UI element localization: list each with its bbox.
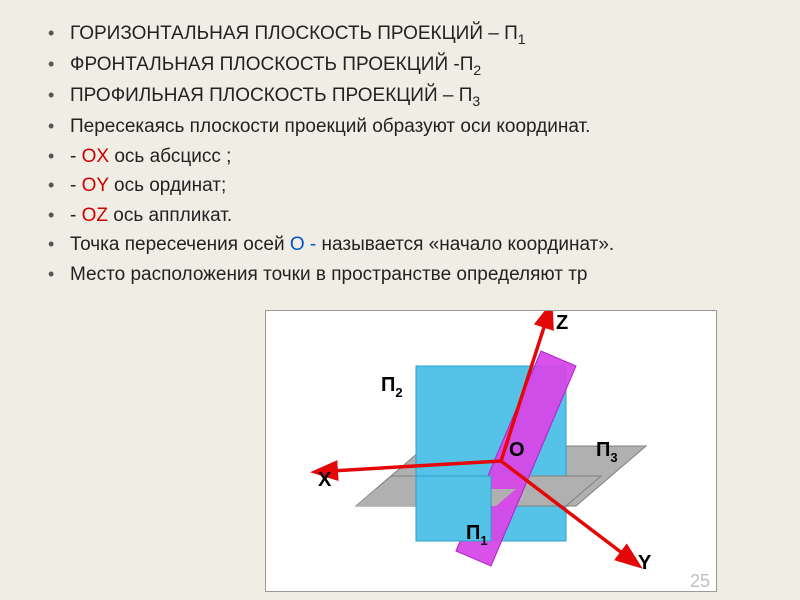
bullet-point-location: Место расположения точки в пространстве … [70, 261, 760, 289]
label-p2: П2 [381, 374, 403, 400]
axis-name: ОX [82, 146, 109, 167]
bullet-oy: - ОY ось ординат; [70, 172, 760, 200]
bullet-horizontal-plane: ГОРИЗОНТАЛЬНАЯ ПЛОСКОСТЬ ПРОЕКЦИЙ – П1 [70, 20, 760, 49]
text: ГОРИЗОНТАЛЬНАЯ ПЛОСКОСТЬ ПРОЕКЦИЙ – П [70, 23, 518, 44]
diagram-svg: Z X Y О П2 П3 П1 [266, 311, 716, 591]
subscript: 3 [472, 93, 480, 109]
bullet-profile-plane: ПРОФИЛЬНАЯ ПЛОСКОСТЬ ПРОЕКЦИЙ – П3 [70, 82, 760, 111]
bullet-frontal-plane: ФРОНТАЛЬНАЯ ПЛОСКОСТЬ ПРОЕКЦИЙ -П2 [70, 51, 760, 80]
subscript: 1 [518, 31, 526, 47]
rest: ось абсцисс ; [109, 146, 231, 167]
page-number: 25 [690, 571, 710, 592]
projection-planes-diagram: Z X Y О П2 П3 П1 [265, 310, 717, 592]
bullet-origin: Точка пересечения осей О - называется «н… [70, 231, 760, 259]
subscript: 2 [473, 62, 481, 78]
text: Место расположения точки в пространстве … [70, 264, 587, 285]
text: ПРОФИЛЬНАЯ ПЛОСКОСТЬ ПРОЕКЦИЙ – П [70, 85, 472, 106]
text: Пересекаясь плоскости проекций образуют … [70, 116, 590, 137]
text-b: называется «начало координат». [322, 234, 615, 255]
axis-name: ОY [82, 175, 109, 196]
text: ФРОНТАЛЬНАЯ ПЛОСКОСТЬ ПРОЕКЦИЙ -П [70, 54, 473, 75]
bullet-ox: - ОX ось абсцисс ; [70, 143, 760, 171]
label-z: Z [556, 312, 568, 334]
rest: ось аппликат. [108, 205, 232, 226]
dash: - [70, 205, 82, 226]
dash: - [70, 175, 82, 196]
label-y: Y [638, 552, 652, 574]
label-x: X [318, 469, 332, 491]
bullet-oz: - ОZ ось аппликат. [70, 202, 760, 230]
bullet-axes-intro: Пересекаясь плоскости проекций образуют … [70, 113, 760, 141]
origin-o: О - [290, 234, 322, 255]
text-a: Точка пересечения осей [70, 234, 290, 255]
dash: - [70, 146, 82, 167]
label-o: О [509, 439, 525, 461]
rest: ось ординат; [109, 175, 227, 196]
axis-name: ОZ [82, 205, 108, 226]
